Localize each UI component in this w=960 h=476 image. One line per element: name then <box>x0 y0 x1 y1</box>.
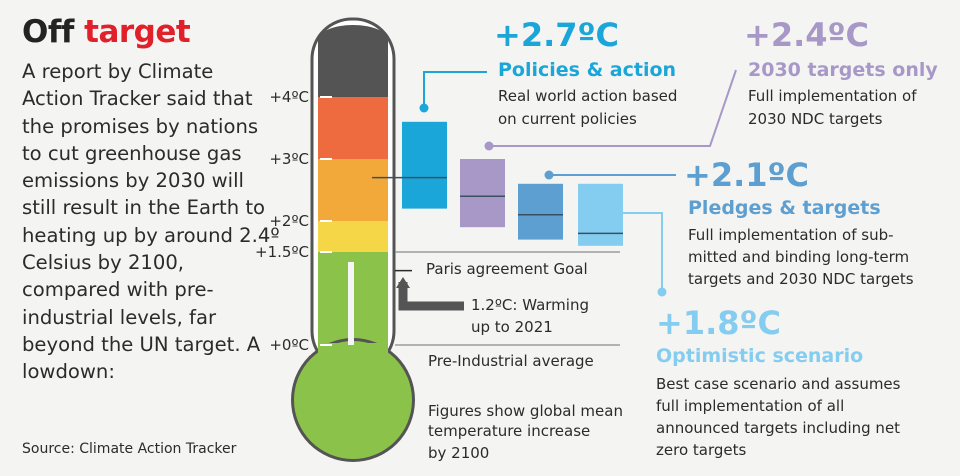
thermometer-neck <box>318 343 388 373</box>
targets2030-connector-dot <box>484 141 494 151</box>
optimistic-desc-line4: zero targets <box>656 441 746 459</box>
figures-note-line2: temperature increase <box>428 422 590 440</box>
bar-policies <box>402 121 447 209</box>
figures-note-line3: by 2100 <box>428 444 489 462</box>
optimistic-desc-line3: announced targets including net <box>656 419 900 437</box>
title-part-1: Off <box>22 14 74 50</box>
optimistic-connector-dot <box>657 287 667 297</box>
targets2030-desc-line2: 2030 NDC targets <box>748 110 883 128</box>
thermometer-band-1 <box>318 221 388 252</box>
paris-annotation: Paris agreement Goal <box>426 260 588 278</box>
policies-desc-line1: Real world action based <box>498 87 677 105</box>
optimistic-label: Optimistic scenario <box>656 345 863 367</box>
policies-label: Policies & action <box>498 59 676 81</box>
warming-arrow <box>398 282 464 311</box>
warming-arrow-head <box>396 277 410 288</box>
y-tick-label-4: +0ºC <box>269 336 309 354</box>
bar-pledges <box>518 183 563 240</box>
thermometer-top-cap <box>318 25 388 55</box>
targets2030-desc-line1: Full implementation of <box>748 87 917 105</box>
optimistic-desc-line2: full implementation of all <box>656 397 844 415</box>
title-part-2: target <box>84 14 191 50</box>
policies-desc-line2: on current policies <box>498 110 637 128</box>
bar-optimistic <box>578 183 623 246</box>
pledges-desc-line1: Full implementation of sub- <box>688 226 894 244</box>
policies-connector <box>423 71 487 108</box>
thermometer-band-3 <box>318 97 388 159</box>
targets2030-connector <box>489 69 737 147</box>
warming-annotation-line2: up to 2021 <box>471 318 553 336</box>
optimistic-headline: +1.8ºC <box>656 304 781 342</box>
y-tick-label-0: +4ºC <box>269 88 309 106</box>
pledges-desc-line2: mitted and binding long-term <box>688 248 909 266</box>
y-tick-label-1: +3ºC <box>269 150 309 168</box>
bar-targets2030 <box>460 159 505 228</box>
targets2030-headline: +2.4ºC <box>744 16 869 54</box>
warming-annotation-line1: 1.2ºC: Warming <box>471 296 589 314</box>
optimistic-connector <box>605 212 663 292</box>
source-text: Source: Climate Action Tracker <box>22 441 237 457</box>
policies-headline: +2.7ºC <box>494 16 619 54</box>
y-tick-label-2: +2ºC <box>269 212 309 230</box>
policies-connector-dot <box>419 103 429 113</box>
intro-text: A report by Climate Action Tracker said … <box>22 60 280 384</box>
thermometer-band-2 <box>318 159 388 221</box>
pledges-desc-line3: targets and 2030 NDC targets <box>688 270 914 288</box>
figures-note-line1: Figures show global mean <box>428 402 623 420</box>
page-title: Off target <box>22 14 191 50</box>
pledges-label: Pledges & targets <box>688 197 881 219</box>
pledges-headline: +2.1ºC <box>684 156 809 194</box>
y-tick-label-3: +1.5ºC <box>255 243 309 261</box>
optimistic-desc-line1: Best case scenario and assumes <box>656 375 901 393</box>
thermometer-stem <box>348 262 354 345</box>
pledges-connector-dot <box>544 170 554 180</box>
targets2030-label: 2030 targets only <box>748 59 938 81</box>
preindustrial-annotation: Pre-Industrial average <box>428 352 594 370</box>
